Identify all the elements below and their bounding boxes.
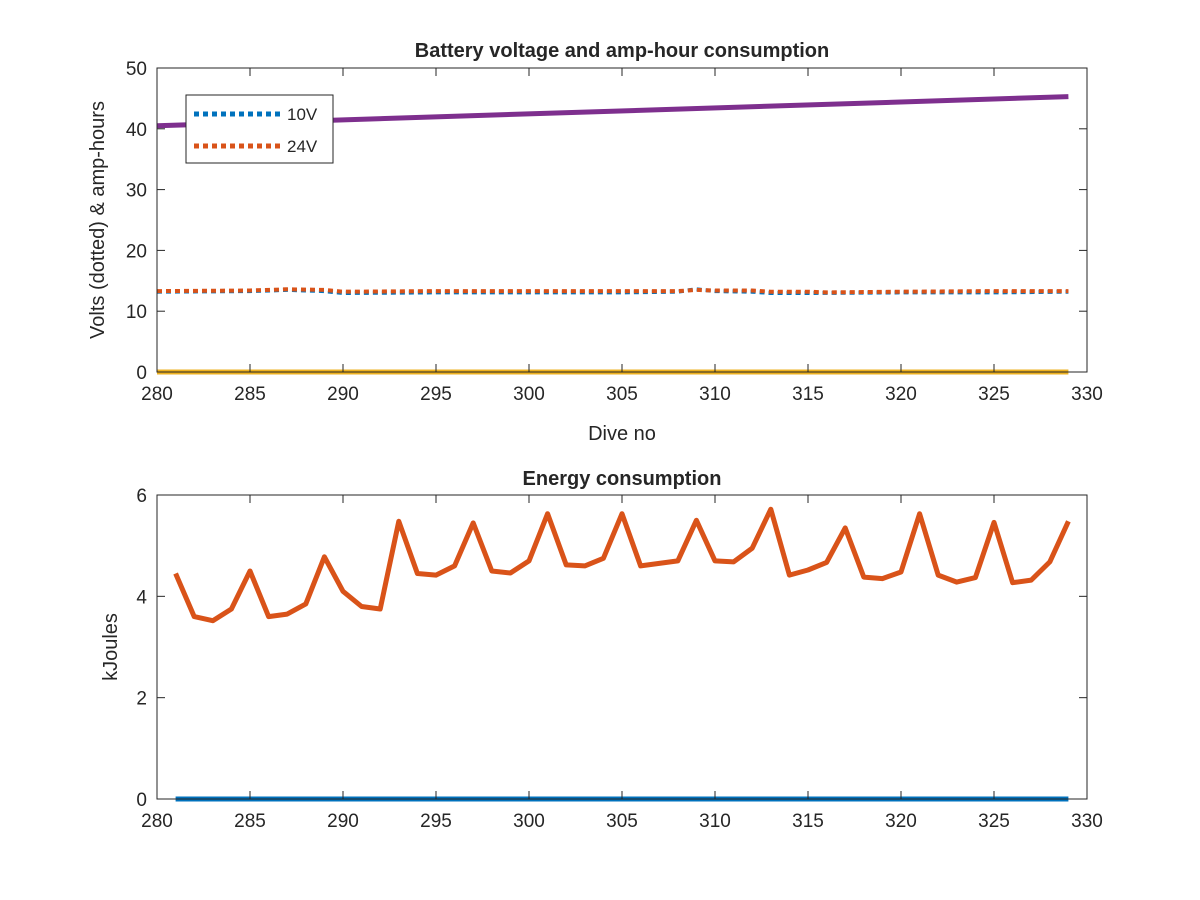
x-tick-label-battery: 330 bbox=[1071, 384, 1103, 405]
y-tick-label-energy: 4 bbox=[136, 587, 147, 608]
series-line-energy-0 bbox=[173, 506, 1071, 624]
y-tick-label-battery: 50 bbox=[126, 59, 147, 80]
x-tick-label-battery: 310 bbox=[699, 384, 731, 405]
x-tick-label-battery: 295 bbox=[420, 384, 452, 405]
x-tick-label-energy: 330 bbox=[1071, 811, 1103, 832]
x-tick-label-battery: 285 bbox=[234, 384, 266, 405]
x-tick-label-energy: 305 bbox=[606, 811, 638, 832]
legend-label-24v: 24V bbox=[287, 137, 318, 156]
plot-area-energy bbox=[157, 495, 1087, 799]
x-tick-label-battery: 300 bbox=[513, 384, 545, 405]
y-tick-label-battery: 0 bbox=[136, 363, 147, 384]
x-tick-label-energy: 310 bbox=[699, 811, 731, 832]
x-tick-label-battery: 305 bbox=[606, 384, 638, 405]
x-axis-label-battery: Dive no bbox=[588, 423, 656, 445]
legend: 10V 24V bbox=[185, 94, 334, 164]
x-tick-label-battery: 320 bbox=[885, 384, 917, 405]
chart-title-energy: Energy consumption bbox=[523, 468, 722, 490]
x-tick-label-energy: 280 bbox=[141, 811, 173, 832]
axes-battery: 280 285 290 295 300 305 310 315 320 325 330 0 10 20 30… bbox=[87, 40, 1103, 445]
x-tick-label-energy: 285 bbox=[234, 811, 266, 832]
ticks-battery: 280 285 290 295 300 305 310 315 320 325 330 0 10 20 30… bbox=[126, 59, 1103, 405]
x-tick-label-battery: 290 bbox=[327, 384, 359, 405]
x-tick-label-energy: 295 bbox=[420, 811, 452, 832]
y-axis-label-battery: Volts (dotted) & amp-hours bbox=[87, 101, 109, 339]
x-tick-label-battery: 280 bbox=[141, 384, 173, 405]
x-tick-label-energy: 325 bbox=[978, 811, 1010, 832]
y-tick-label-battery: 30 bbox=[126, 181, 147, 202]
chart-title-battery: Battery voltage and amp-hour consumption bbox=[415, 40, 829, 62]
x-tick-label-battery: 325 bbox=[978, 384, 1010, 405]
y-axis-label-energy: kJoules bbox=[100, 613, 122, 681]
y-tick-label-battery: 40 bbox=[126, 120, 147, 141]
x-tick-label-energy: 320 bbox=[885, 811, 917, 832]
x-tick-label-energy: 290 bbox=[327, 811, 359, 832]
x-tick-label-energy: 300 bbox=[513, 811, 545, 832]
legend-box bbox=[185, 94, 334, 164]
y-tick-label-energy: 6 bbox=[136, 486, 147, 507]
legend-label-10v: 10V bbox=[287, 105, 318, 124]
y-tick-label-battery: 20 bbox=[126, 241, 147, 262]
y-tick-label-energy: 0 bbox=[136, 790, 147, 811]
x-tick-label-energy: 315 bbox=[792, 811, 824, 832]
x-tick-label-battery: 315 bbox=[792, 384, 824, 405]
axes-energy: 280 285 290 295 300 305 310 315 320 325 330 0 2 4 6 En… bbox=[100, 468, 1103, 832]
ticks-energy: 280 285 290 295 300 305 310 315 320 325 330 0 2 4 6 bbox=[136, 486, 1102, 832]
y-tick-label-battery: 10 bbox=[126, 302, 147, 323]
y-tick-label-energy: 2 bbox=[136, 689, 147, 710]
